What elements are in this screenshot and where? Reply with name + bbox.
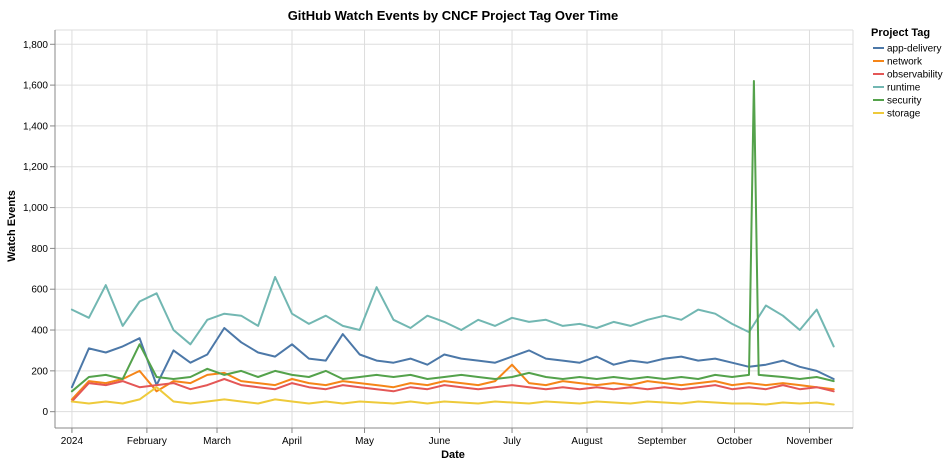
series-line-runtime: [70, 276, 835, 348]
series-line-security: [70, 80, 835, 393]
legend-label-observability: observability: [887, 70, 943, 81]
y-tick-label: 1,800: [23, 40, 48, 51]
y-axis-title: Watch Events: [6, 190, 18, 262]
x-tick-label: August: [571, 436, 602, 447]
x-tick-label: November: [786, 436, 833, 447]
x-axis-title: Date: [441, 449, 465, 461]
x-tick-label: May: [355, 436, 374, 447]
legend-label-storage: storage: [887, 109, 921, 120]
x-tick-label: June: [429, 436, 451, 447]
series-line-app-delivery: [70, 327, 835, 389]
y-tick-label: 600: [31, 285, 48, 296]
series-line-network: [70, 363, 835, 401]
legend-label-runtime: runtime: [887, 83, 921, 94]
x-tick-label: October: [717, 436, 753, 447]
series-lines: [70, 80, 835, 406]
y-tick-label: 1,600: [23, 81, 48, 92]
y-tick-label: 1,000: [23, 203, 48, 214]
gridlines: [55, 29, 854, 428]
y-tick-label: 1,400: [23, 121, 48, 132]
legend-label-security: security: [887, 96, 921, 107]
y-tick-label: 1,200: [23, 162, 48, 173]
x-tick-label: 2024: [61, 436, 84, 447]
y-tick-label: 200: [31, 366, 48, 377]
chart-title: GitHub Watch Events by CNCF Project Tag …: [288, 8, 619, 23]
series-line-storage: [70, 386, 835, 406]
axes: 0 200 400 600 800 1,000 1,200 1,400 1,600 1,800 20…: [23, 30, 853, 447]
legend: Project Tag app-delivery network observabi…: [871, 27, 943, 120]
legend-label-app-delivery: app-delivery: [887, 44, 941, 55]
legend-label-network: network: [887, 57, 923, 68]
x-tick-label: April: [282, 436, 302, 447]
y-tick-label: 800: [31, 244, 48, 255]
y-tick-label: 400: [31, 326, 48, 337]
x-tick-label: July: [503, 436, 521, 447]
legend-title: Project Tag: [871, 27, 930, 39]
series-line-observability: [70, 378, 835, 403]
x-tick-label: March: [203, 436, 231, 447]
y-tick-label: 0: [42, 407, 48, 418]
x-tick-label: September: [638, 436, 688, 447]
x-tick-label: February: [127, 436, 167, 447]
